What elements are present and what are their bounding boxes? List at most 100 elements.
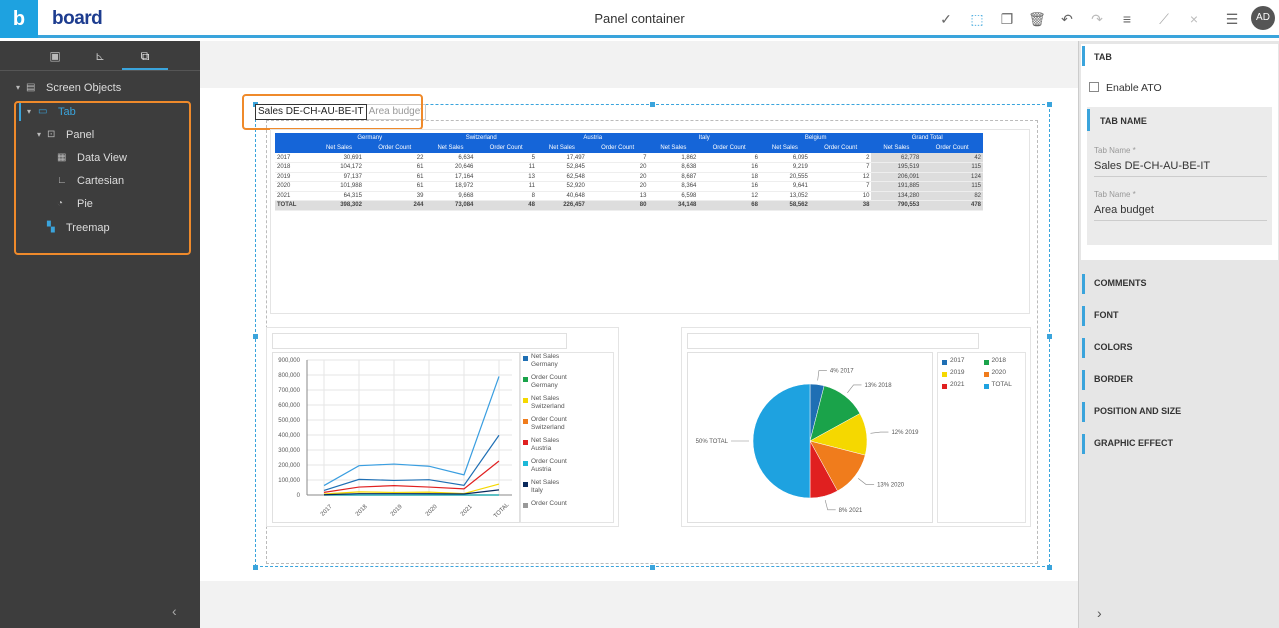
- resize-handle[interactable]: [650, 102, 655, 107]
- chart-title-box: [687, 333, 979, 349]
- chevron-down-icon[interactable]: ▾: [27, 107, 32, 116]
- pie-slice[interactable]: [752, 383, 811, 499]
- redo-icon[interactable]: ↷: [1091, 11, 1103, 27]
- pie-chart[interactable]: 4% 2017 13% 2018 12% 2019 13% 2020 8% 2021 50…: [681, 327, 1031, 527]
- legend-item[interactable]: 2020: [982, 369, 1024, 377]
- legend-item[interactable]: Net Sales Italy: [521, 479, 613, 495]
- series-line[interactable]: [323, 483, 500, 495]
- series-line[interactable]: [323, 460, 500, 493]
- column-header[interactable]: Order Count: [363, 143, 426, 153]
- column-header[interactable]: Net Sales: [536, 143, 587, 153]
- legend-swatch: [942, 372, 947, 377]
- column-header[interactable]: Order Count: [475, 143, 537, 153]
- column-group-header[interactable]: Germany: [314, 133, 426, 143]
- column-header[interactable]: Net Sales: [314, 143, 364, 153]
- chevron-down-icon[interactable]: ▾: [16, 83, 21, 92]
- series-line[interactable]: [323, 376, 500, 487]
- tab-name-input-1[interactable]: Sales DE-CH-AU-BE-IT: [1094, 160, 1267, 177]
- collapse-left-icon[interactable]: ‹: [172, 603, 177, 619]
- column-header[interactable]: Order Count: [586, 143, 649, 153]
- column-group-header[interactable]: Italy: [648, 133, 760, 143]
- check-icon[interactable]: ✓: [940, 11, 952, 27]
- column-header[interactable]: Order Count: [921, 143, 983, 153]
- column-header[interactable]: Order Count: [698, 143, 760, 153]
- tree-item-treemap[interactable]: ▚ Treemap: [0, 217, 200, 239]
- brand-logo[interactable]: b: [0, 0, 38, 38]
- table-cell: 12: [809, 172, 872, 182]
- legend-item[interactable]: 2017: [940, 357, 982, 365]
- legend-item[interactable]: Order Count Austria: [521, 458, 613, 474]
- data-view[interactable]: [270, 129, 1030, 314]
- legend-item[interactable]: 2021: [940, 381, 982, 389]
- tree-item-panel[interactable]: ▾ ⊡ Panel: [0, 124, 200, 146]
- legend-item[interactable]: Order Count: [521, 500, 613, 508]
- column-group-header[interactable]: Switzerland: [425, 133, 537, 143]
- legend-item[interactable]: Order Count Germany: [521, 374, 613, 390]
- resize-handle[interactable]: [1047, 565, 1052, 570]
- table-cell: 6,095: [759, 153, 810, 163]
- chart-settings-icon[interactable]: ⊾: [94, 49, 106, 63]
- resize-handle[interactable]: [1047, 334, 1052, 339]
- legend-item[interactable]: 2019: [940, 369, 982, 377]
- table-cell: 61: [363, 172, 426, 182]
- enable-ato-label: Enable ATO: [1106, 82, 1162, 94]
- column-header[interactable]: Net Sales: [759, 143, 810, 153]
- table-cell: 8: [475, 191, 537, 201]
- column-group-header[interactable]: Grand Total: [871, 133, 983, 143]
- legend-item[interactable]: 2018: [982, 357, 1024, 365]
- tree-item-pie[interactable]: ◔ Pie: [0, 193, 200, 215]
- select-icon[interactable]: ⬚: [970, 11, 984, 27]
- legend-item[interactable]: Net Sales Switzerland: [521, 395, 613, 411]
- column-header[interactable]: Net Sales: [425, 143, 476, 153]
- column-header[interactable]: Net Sales: [648, 143, 699, 153]
- avatar[interactable]: AD: [1251, 6, 1275, 30]
- chevron-down-icon[interactable]: ▾: [37, 130, 42, 139]
- column-group-header[interactable]: Austria: [536, 133, 649, 143]
- resize-handle[interactable]: [253, 334, 258, 339]
- section-comments[interactable]: COMMENTS: [1081, 272, 1278, 296]
- row-header: 2017: [275, 153, 314, 163]
- table-cell: 6,598: [648, 191, 699, 201]
- tree-item-screen-objects[interactable]: ▾ ▤ Screen Objects: [0, 77, 200, 99]
- series-line[interactable]: [323, 489, 500, 496]
- table-cell: 64,315: [314, 191, 364, 201]
- table-cell: 20,646: [425, 162, 476, 173]
- copy-icon[interactable]: ❐: [1000, 11, 1014, 27]
- section-position-and-size[interactable]: POSITION AND SIZE: [1081, 400, 1278, 424]
- section-border[interactable]: BORDER: [1081, 368, 1278, 392]
- legend-item[interactable]: Order Count Switzerland: [521, 416, 613, 432]
- resize-handle[interactable]: [253, 565, 258, 570]
- legend-item[interactable]: Net Sales Austria: [521, 437, 613, 453]
- section-font[interactable]: FONT: [1081, 304, 1278, 328]
- column-header[interactable]: Net Sales: [871, 143, 922, 153]
- tab-name-input-2[interactable]: Area budget: [1094, 204, 1267, 221]
- objects-icon[interactable]: ⧉: [140, 49, 150, 63]
- series-line[interactable]: [323, 434, 500, 491]
- legend-swatch: [942, 384, 947, 389]
- tree-item-cartesian[interactable]: ∟ Cartesian: [0, 170, 200, 192]
- align-icon[interactable]: ≡: [1122, 11, 1132, 27]
- legend-item[interactable]: Net Sales Germany: [521, 353, 613, 369]
- layout-icon[interactable]: ⟋: [1159, 11, 1169, 27]
- legend-label: Net Sales: [531, 353, 560, 360]
- column-group-header[interactable]: Belgium: [759, 133, 872, 143]
- image-icon[interactable]: ▣: [49, 49, 61, 63]
- undo-icon[interactable]: ↶: [1061, 11, 1073, 27]
- tab-sales[interactable]: Sales DE-CH-AU-BE-IT: [255, 104, 367, 120]
- column-header[interactable]: Order Count: [809, 143, 872, 153]
- close-icon[interactable]: ×: [1189, 11, 1199, 27]
- resize-handle[interactable]: [650, 565, 655, 570]
- delete-icon[interactable]: 🗑: [1028, 11, 1046, 27]
- menu-icon[interactable]: ☰: [1225, 11, 1239, 27]
- section-colors[interactable]: COLORS: [1081, 336, 1278, 360]
- section-graphic-effect[interactable]: GRAPHIC EFFECT: [1081, 432, 1278, 456]
- tree-item-data-view[interactable]: ▦ Data View: [0, 147, 200, 169]
- resize-handle[interactable]: [1047, 102, 1052, 107]
- enable-ato-checkbox[interactable]: [1089, 82, 1099, 92]
- tree-label: Screen Objects: [46, 82, 122, 94]
- tree-item-tab[interactable]: ▾ ▭ Tab: [0, 101, 200, 123]
- cartesian-chart[interactable]: 0 100,000 200,000 300,000 400,000 500,000 600,…: [266, 327, 619, 527]
- legend-item[interactable]: TOTAL: [982, 381, 1024, 389]
- expand-right-icon[interactable]: ›: [1097, 605, 1102, 621]
- tab-area-budget[interactable]: Area budget: [366, 104, 427, 120]
